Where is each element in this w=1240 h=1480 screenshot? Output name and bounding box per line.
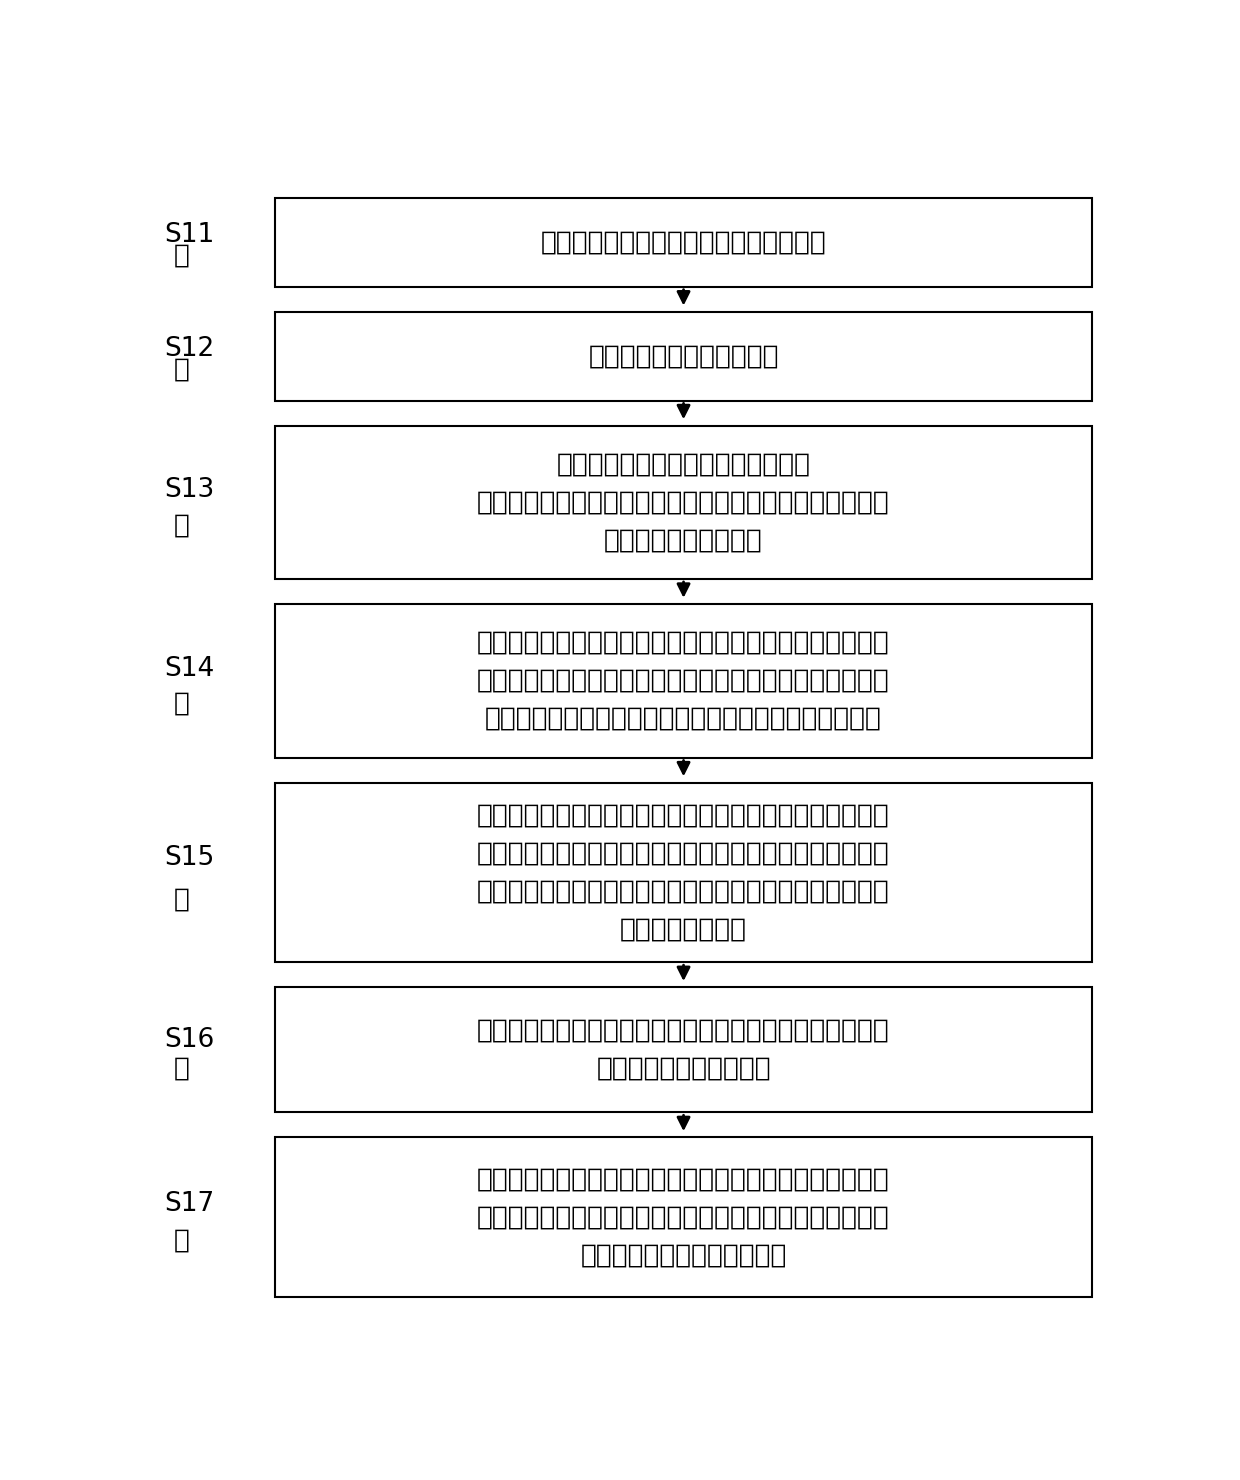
Text: 在所述钝化层上和所述第一阳极接触孔内形成介质层，并图
案化所述介质层、所述钝化层和所述势垒层以形成贯穿所述
介质层、所述钝化层且伸入所述势垒层的第二阳极接触孔: 在所述钝化层上和所述第一阳极接触孔内形成介质层，并图 案化所述介质层、所述钝化层… [477, 630, 890, 733]
Text: 图案化所述介质层和所述钝化层，以形成贯穿所述介质层和
所述钝化层的阴极接触孔: 图案化所述介质层和所述钝化层，以形成贯穿所述介质层和 所述钝化层的阴极接触孔 [477, 1018, 890, 1082]
Text: ～: ～ [174, 1228, 190, 1254]
Text: S14: S14 [165, 656, 215, 682]
Text: ～: ～ [174, 357, 190, 382]
Text: S13: S13 [165, 477, 215, 503]
Text: ～: ～ [174, 691, 190, 716]
Text: ～: ～ [174, 512, 190, 539]
Text: S17: S17 [165, 1191, 215, 1218]
Text: ～: ～ [174, 1055, 190, 1082]
Bar [275, 1138, 1092, 1296]
Text: ～: ～ [174, 243, 190, 269]
Bar [275, 198, 1092, 287]
Text: S11: S11 [165, 222, 215, 249]
Text: 在所述介质层上和所述第二阳极接触孔内形成第一金属层，
并图案化所述第一金属层以得到位于阳极区域内的所述第一
金属层，其中所述第一阳极接触孔和所述第二阳极接触孔位: 在所述介质层上和所述第二阳极接触孔内形成第一金属层， 并图案化所述第一金属层以得… [477, 802, 890, 943]
Text: S16: S16 [165, 1027, 215, 1052]
Bar [275, 604, 1092, 758]
Bar [275, 426, 1092, 579]
Text: 图案化所述钝化层和所述势垒层，以
形成第一阳极接触孔，其中所述第一阳极接触孔贯穿所述钝
化层且伸入所述势垒层: 图案化所述钝化层和所述势垒层，以 形成第一阳极接触孔，其中所述第一阳极接触孔贯穿… [477, 451, 890, 554]
Bar [275, 783, 1092, 962]
Text: ～: ～ [174, 887, 190, 913]
Text: 在所述势垒层上形成钝化层: 在所述势垒层上形成钝化层 [588, 343, 779, 369]
Text: 在半导体衬底上依次形成缓冲层和势垒层: 在半导体衬底上依次形成缓冲层和势垒层 [541, 229, 826, 256]
Bar [275, 987, 1092, 1113]
Bar [275, 312, 1092, 401]
Text: 在所述介质层和位于所述阳极区域内的所述第一金属层上以
及所述阴极接触孔内形成第二金属层，并图案化所述第二金
属层以得到阳极、场板和阴极: 在所述介质层和位于所述阳极区域内的所述第一金属层上以 及所述阴极接触孔内形成第二… [477, 1166, 890, 1268]
Text: S12: S12 [165, 336, 215, 363]
Text: S15: S15 [165, 845, 215, 872]
